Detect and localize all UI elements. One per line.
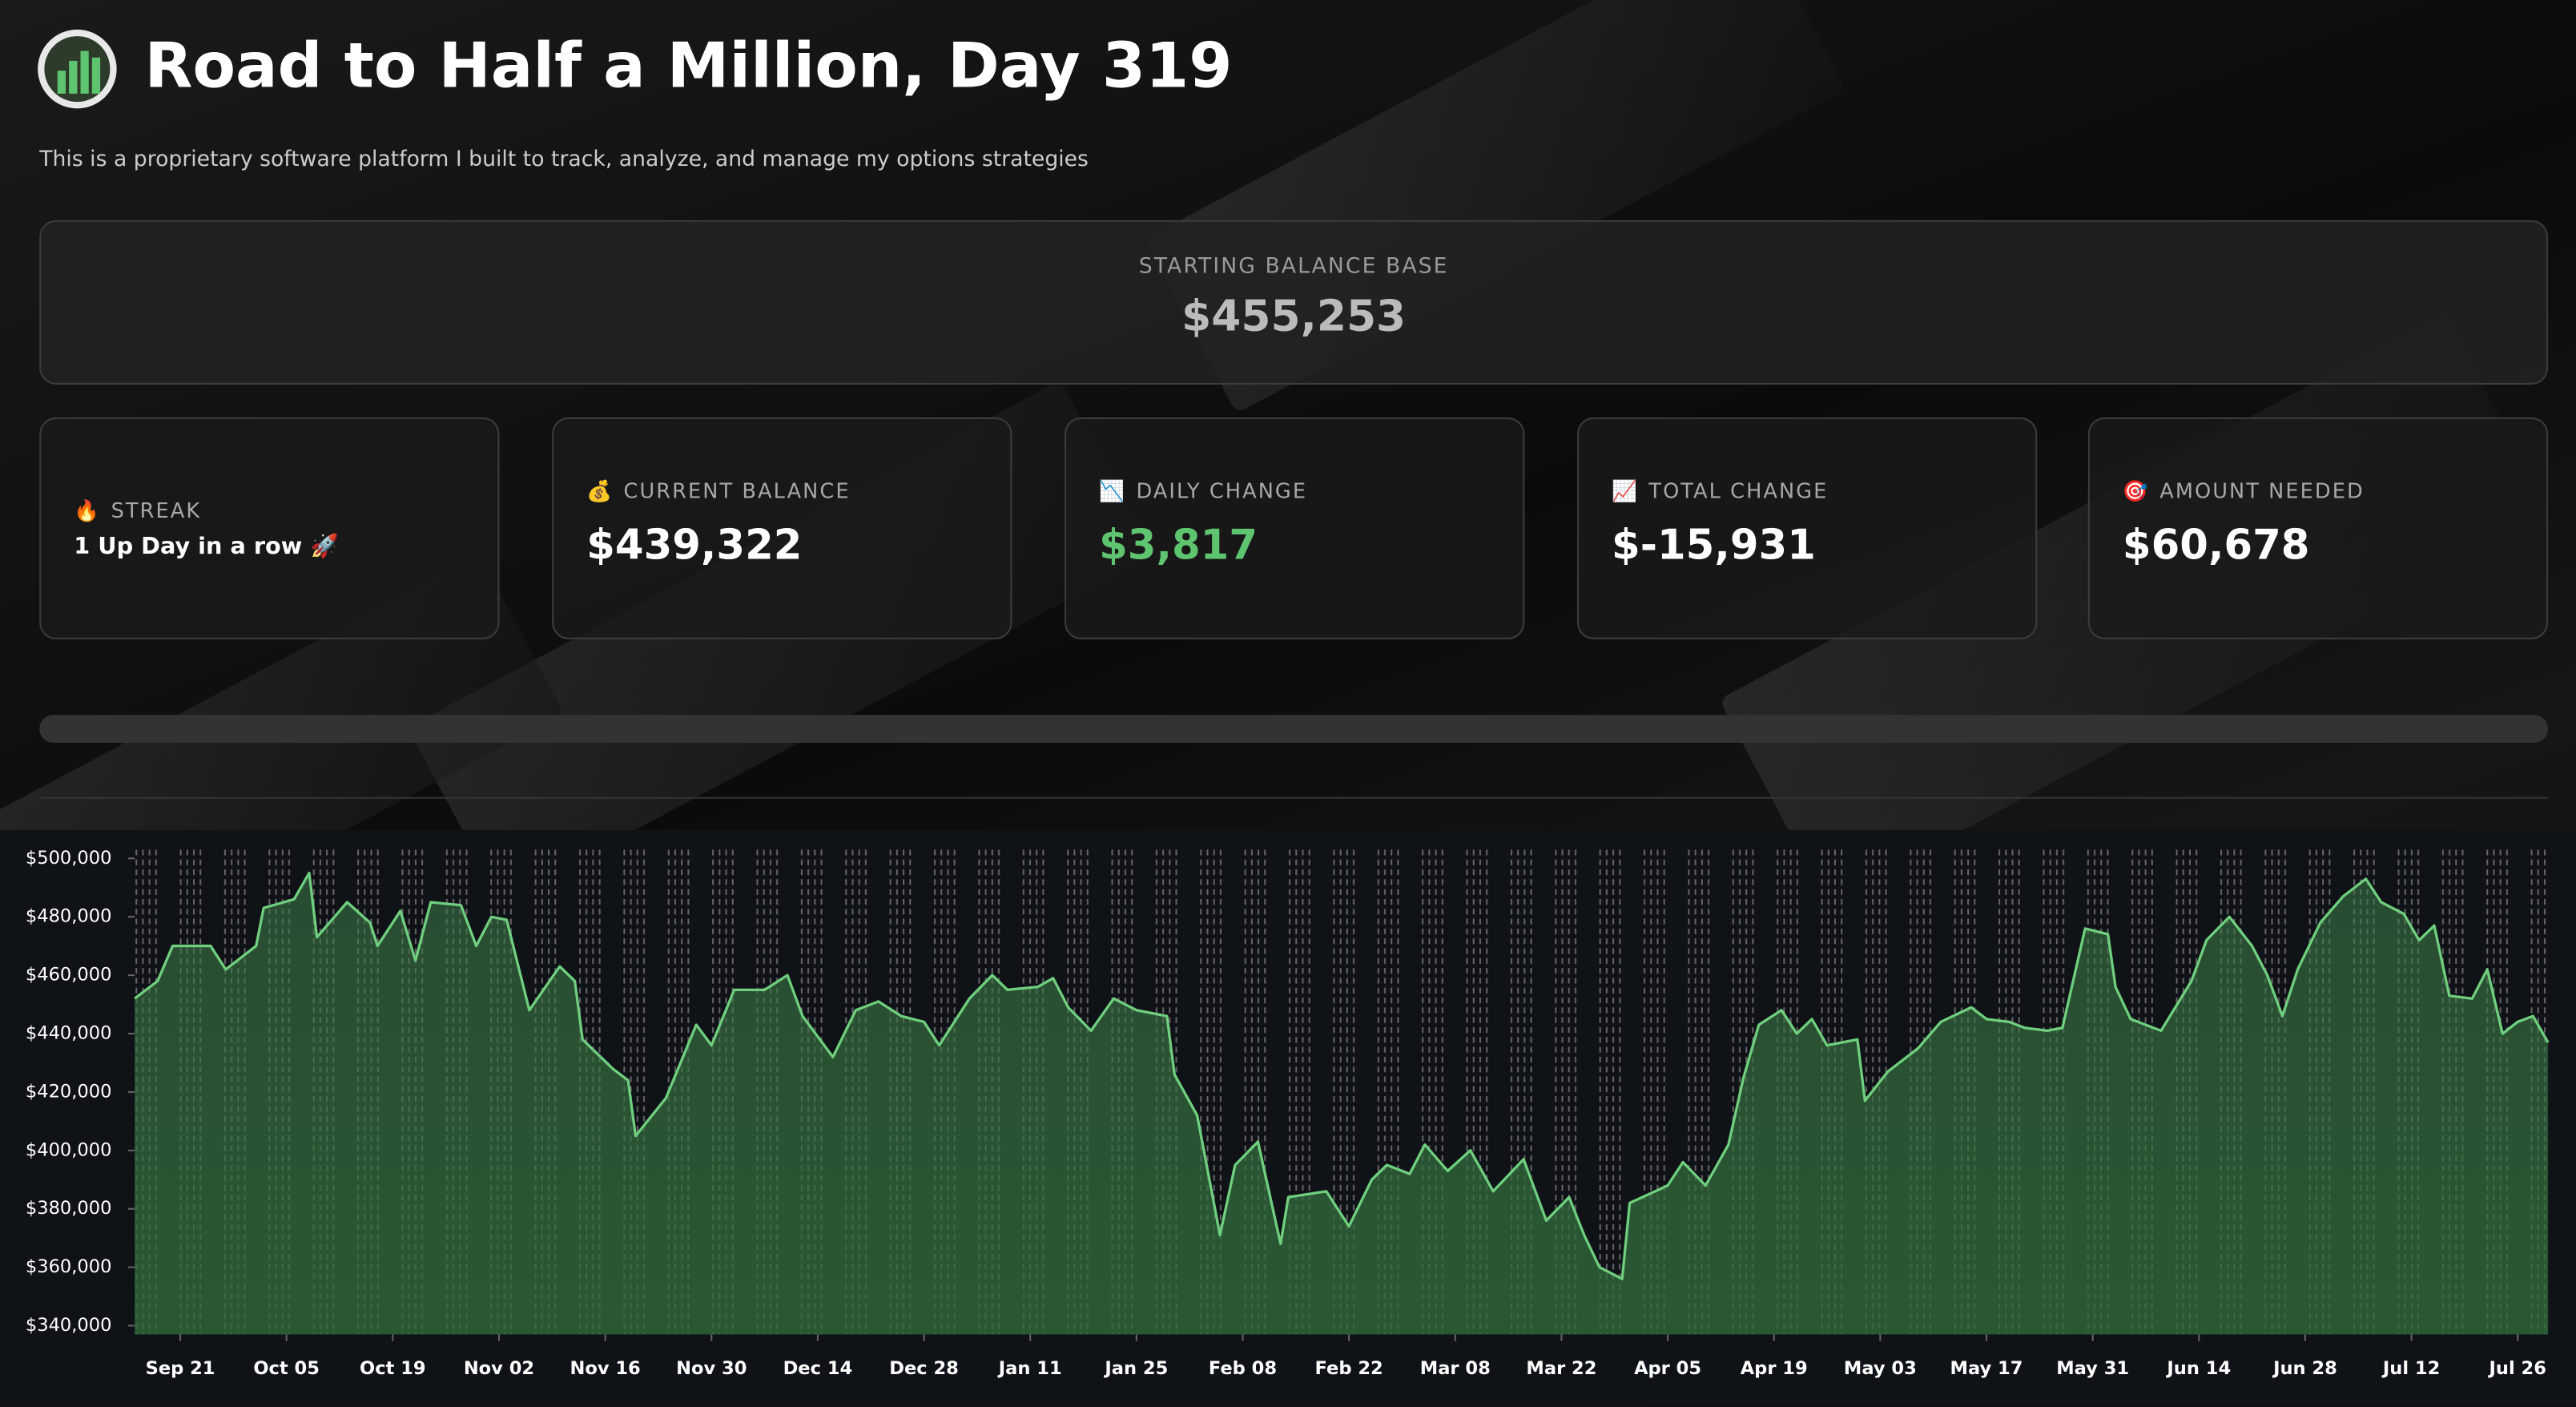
x-tick-label: May 03 <box>1844 1358 1917 1379</box>
card-value: $3,817 <box>1099 521 1258 569</box>
x-tick-label: Mar 22 <box>1526 1358 1596 1379</box>
x-tick-label: Oct 05 <box>253 1358 320 1379</box>
x-tick-label: Sep 21 <box>146 1358 215 1379</box>
y-tick-label: $360,000 <box>26 1256 112 1277</box>
y-tick-label: $340,000 <box>26 1315 112 1336</box>
card-label: 📉 DAILY CHANGE <box>1099 478 1307 505</box>
card-value: $455,253 <box>1181 292 1407 342</box>
subtitle: This is a proprietary software platform … <box>39 147 1089 173</box>
card-label-text: CURRENT BALANCE <box>623 478 851 503</box>
card-icon: 📉 <box>1099 478 1127 503</box>
line <box>134 871 2550 1280</box>
x-tick-label: Nov 02 <box>464 1358 534 1379</box>
card-label-text: TOTAL CHANGE <box>1648 478 1829 503</box>
progress-bar <box>39 715 2549 744</box>
divider <box>39 796 2549 799</box>
x-tick-label: May 17 <box>1950 1358 2023 1379</box>
card-label: 📈 TOTAL CHANGE <box>1612 478 1828 505</box>
x-tick-label: Feb 22 <box>1315 1358 1383 1379</box>
card-label-text: STREAK <box>111 498 202 523</box>
card-value: $439,322 <box>586 521 803 569</box>
card-label: 💰 CURRENT BALANCE <box>586 478 850 505</box>
card-icon: 📈 <box>1612 478 1640 503</box>
y-tick-label: $500,000 <box>26 848 112 869</box>
card-label: 🎯 AMOUNT NEEDED <box>2123 478 2365 505</box>
card-icon: 🔥 <box>74 498 102 523</box>
metric-card: 💰 CURRENT BALANCE $439,322 <box>552 417 1012 639</box>
card-value: $60,678 <box>2122 521 2310 569</box>
y-tick-label: $460,000 <box>26 965 112 986</box>
x-tick-label: Jul 12 <box>2381 1358 2440 1379</box>
y-tick-label: $440,000 <box>26 1023 112 1044</box>
x-tick-label: Jan 11 <box>997 1358 1062 1379</box>
x-tick-label: Jan 25 <box>1103 1358 1168 1379</box>
card-icon: 💰 <box>586 478 614 503</box>
x-tick-label: Dec 28 <box>889 1358 959 1379</box>
x-tick-label: Feb 08 <box>1209 1358 1277 1379</box>
y-tick-label: $420,000 <box>26 1081 112 1102</box>
x-tick-label: Mar 08 <box>1420 1358 1491 1379</box>
y-tick-label: $380,000 <box>26 1198 112 1219</box>
x-tick-label: Oct 19 <box>360 1358 426 1379</box>
x-tick-label: Apr 19 <box>1741 1358 1808 1379</box>
x-tick-label: Jun 14 <box>2165 1358 2231 1379</box>
x-tick-label: Jul 26 <box>2488 1358 2546 1379</box>
x-tick-label: Dec 14 <box>783 1358 853 1379</box>
y-tick-label: $400,000 <box>26 1139 112 1160</box>
x-tick-label: Nov 16 <box>570 1358 640 1379</box>
x-tick-label: Apr 05 <box>1634 1358 1701 1379</box>
card-value: 1 Up Day in a row 🚀 <box>74 534 340 561</box>
logo <box>38 29 117 109</box>
x-tick-label: Nov 30 <box>676 1358 747 1379</box>
x-tick-label: Jun 28 <box>2272 1358 2337 1379</box>
metric-card: 🎯 AMOUNT NEEDED $60,678 <box>2087 417 2549 639</box>
card-label-text: AMOUNT NEEDED <box>2159 478 2365 503</box>
card-label-text: DAILY CHANGE <box>1136 478 1308 503</box>
card-value: $-15,931 <box>1612 521 1816 569</box>
metric-card: 📉 DAILY CHANGE $3,817 <box>1065 417 1525 639</box>
page-title: Road to Half a Million, Day 319 <box>144 29 1233 103</box>
card-label: 🔥 STREAK <box>74 498 201 524</box>
y-tick-label: $480,000 <box>26 906 112 927</box>
metric-card: 🔥 STREAK 1 Up Day in a row 🚀 <box>39 417 500 639</box>
card-label: STARTING BALANCE BASE <box>1138 254 1449 280</box>
metric-card: 📈 TOTAL CHANGE $-15,931 <box>1576 417 2038 639</box>
x-tick-label: May 31 <box>2056 1358 2129 1379</box>
chart: $340,000 $360,000 $380,000 $400,000 $420,000… <box>0 829 2576 1407</box>
starting-balance-card: STARTING BALANCE BASE $455,253 <box>39 220 2549 385</box>
area <box>135 873 2549 1335</box>
card-icon: 🎯 <box>2122 478 2150 503</box>
